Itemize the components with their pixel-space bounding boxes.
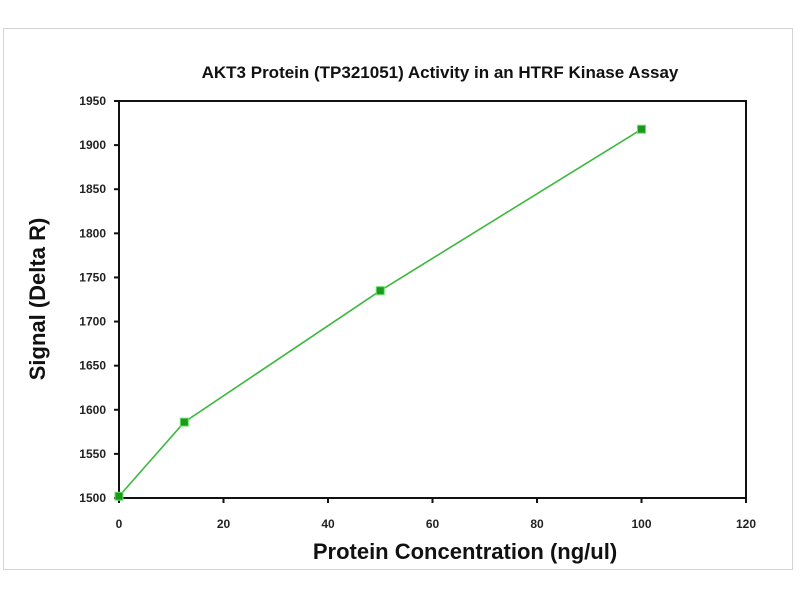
series-line: [118, 128, 642, 497]
x-tick-label: 120: [736, 517, 756, 531]
x-tick-label: 40: [321, 517, 335, 531]
data-point: [637, 124, 646, 134]
x-tick-label: 80: [530, 517, 544, 531]
x-tick-label: 60: [426, 517, 440, 531]
y-tick-label: 1850: [79, 182, 106, 196]
y-tick-label: 1800: [79, 226, 106, 240]
x-tick-label: 20: [217, 517, 231, 531]
x-axis-label: Protein Concentration (ng/ul): [313, 539, 617, 564]
x-tick-label: 100: [631, 517, 651, 531]
y-tick-label: 1700: [79, 315, 106, 329]
chart-title: AKT3 Protein (TP321051) Activity in an H…: [202, 63, 679, 82]
x-tick-label: 0: [116, 517, 123, 531]
y-tick-label: 1650: [79, 359, 106, 373]
y-tick-label: 1600: [79, 403, 106, 417]
data-point: [375, 286, 385, 296]
y-tick-label: 1900: [79, 138, 106, 152]
y-tick-label: 1550: [79, 447, 106, 461]
plot-area-frame: [118, 100, 747, 499]
y-tick-label: 1950: [79, 94, 106, 108]
data-point: [179, 417, 189, 427]
data-point: [114, 491, 124, 501]
y-tick-label: 1500: [79, 491, 106, 505]
y-tick-label: 1750: [79, 270, 106, 284]
y-axis-label: Signal (Delta R): [25, 218, 50, 381]
